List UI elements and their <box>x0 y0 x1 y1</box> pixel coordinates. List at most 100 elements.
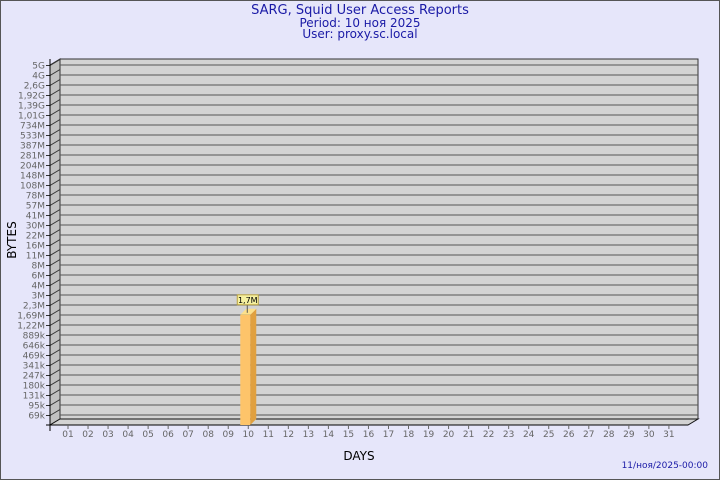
y-tick-diagonal <box>49 109 61 116</box>
y-tick-diagonal <box>49 199 61 206</box>
y-tick-diagonal <box>49 319 61 326</box>
x-tick-label: 22 <box>483 430 494 440</box>
y-tick-label: 11M <box>26 252 45 262</box>
y-tick-label: 204M <box>20 162 45 172</box>
y-tick-diagonal <box>49 359 61 366</box>
x-tick-label: 05 <box>142 430 153 440</box>
x-tick-label: 16 <box>363 430 375 440</box>
y-tick-diagonal <box>49 379 61 386</box>
y-tick-diagonal <box>49 259 61 266</box>
y-tick-diagonal <box>49 349 61 356</box>
y-tick-label: 734M <box>20 122 45 132</box>
y-tick-label: 3M <box>32 292 46 302</box>
y-tick-diagonal <box>49 139 61 146</box>
y-tick-diagonal <box>49 179 61 186</box>
x-tick-label: 27 <box>583 430 594 440</box>
x-tick-label: 20 <box>443 430 455 440</box>
y-tick-diagonal <box>49 339 61 346</box>
x-tick-label: 07 <box>182 430 193 440</box>
y-tick-diagonal <box>49 189 61 196</box>
bar-data-label: 1,7M <box>238 296 258 305</box>
x-tick-label: 01 <box>62 430 73 440</box>
chart-user: User: proxy.sc.local <box>302 27 418 41</box>
x-tick-label: 30 <box>643 430 655 440</box>
x-tick-label: 31 <box>663 430 674 440</box>
y-tick-diagonal <box>49 369 61 376</box>
y-tick-label: 5G <box>32 62 45 72</box>
x-tick-label: 12 <box>283 430 294 440</box>
y-tick-label: 1,92G <box>18 92 45 102</box>
plot-back-wall <box>59 58 699 420</box>
x-tick-label: 19 <box>423 430 435 440</box>
x-tick-label: 28 <box>603 430 615 440</box>
x-tick-label: 13 <box>303 430 314 440</box>
y-tick-diagonal <box>49 309 61 316</box>
x-tick-label: 25 <box>543 430 554 440</box>
y-tick-diagonal <box>49 399 61 406</box>
x-tick-label: 04 <box>122 430 134 440</box>
y-tick-label: 41M <box>26 212 45 222</box>
x-tick-label: 17 <box>383 430 394 440</box>
x-tick-label: 29 <box>623 430 635 440</box>
y-tick-label: 387M <box>20 142 45 152</box>
y-tick-diagonal <box>49 159 61 166</box>
y-tick-diagonal <box>49 299 61 306</box>
y-tick-label: 22M <box>26 232 45 242</box>
bar-side <box>250 308 257 425</box>
y-tick-diagonal <box>49 409 61 416</box>
y-tick-label: 1,69M <box>17 312 45 322</box>
x-tick-label: 06 <box>162 430 174 440</box>
x-tick-label: 08 <box>202 430 214 440</box>
y-tick-label: 469k <box>23 352 46 362</box>
y-tick-label: 16M <box>26 242 45 252</box>
y-tick-label: 148M <box>20 172 45 182</box>
x-tick-label: 10 <box>243 430 255 440</box>
y-tick-label: 69k <box>28 412 45 422</box>
x-tick-label: 24 <box>523 430 535 440</box>
y-tick-diagonal <box>49 219 61 226</box>
y-tick-label: 30M <box>26 222 45 232</box>
x-tick-label: 09 <box>223 430 235 440</box>
y-tick-diagonal <box>49 239 61 246</box>
y-tick-label: 95k <box>28 402 45 412</box>
y-tick-label: 8M <box>32 262 46 272</box>
x-tick-label: 23 <box>503 430 514 440</box>
y-tick-label: 1,22M <box>17 322 45 332</box>
y-tick-diagonal <box>49 119 61 126</box>
x-tick-label: 14 <box>323 430 335 440</box>
x-tick-label: 11 <box>263 430 274 440</box>
chart-period: Period: 10 ноя 2025 <box>299 16 421 30</box>
y-tick-label: 131k <box>23 392 46 402</box>
x-tick-label: 18 <box>403 430 415 440</box>
y-tick-diagonal <box>49 209 61 216</box>
y-tick-label: 533M <box>20 132 45 142</box>
chart-title: SARG, Squid User Access Reports <box>251 3 469 18</box>
y-axis-label: BYTES <box>5 221 19 258</box>
y-tick-diagonal <box>49 289 61 296</box>
y-tick-label: 4M <box>32 282 46 292</box>
y-tick-diagonal <box>49 389 61 396</box>
y-tick-diagonal <box>49 89 61 96</box>
x-tick-label: 26 <box>563 430 575 440</box>
y-tick-label: 341k <box>23 362 46 372</box>
x-tick-label: 03 <box>102 430 113 440</box>
y-tick-label: 78M <box>26 192 45 202</box>
y-tick-diagonal <box>49 129 61 136</box>
y-tick-label: 1,01G <box>18 112 45 122</box>
y-tick-label: 646k <box>23 342 46 352</box>
y-tick-label: 2,3M <box>23 302 45 312</box>
y-tick-diagonal <box>49 229 61 236</box>
x-axis-label: DAYS <box>343 449 374 463</box>
footer-date: 11/ноя/2025-00:00 <box>621 461 708 471</box>
bar-top <box>240 308 257 315</box>
y-tick-diagonal <box>49 59 61 66</box>
y-tick-diagonal <box>49 99 61 106</box>
y-tick-diagonal <box>49 169 61 176</box>
x-tick-label: 21 <box>463 430 474 440</box>
y-tick-diagonal <box>49 149 61 156</box>
y-tick-label: 57M <box>26 202 45 212</box>
bar-front <box>240 314 251 425</box>
y-tick-label: 2,6G <box>24 82 45 92</box>
y-tick-diagonal <box>49 329 61 336</box>
